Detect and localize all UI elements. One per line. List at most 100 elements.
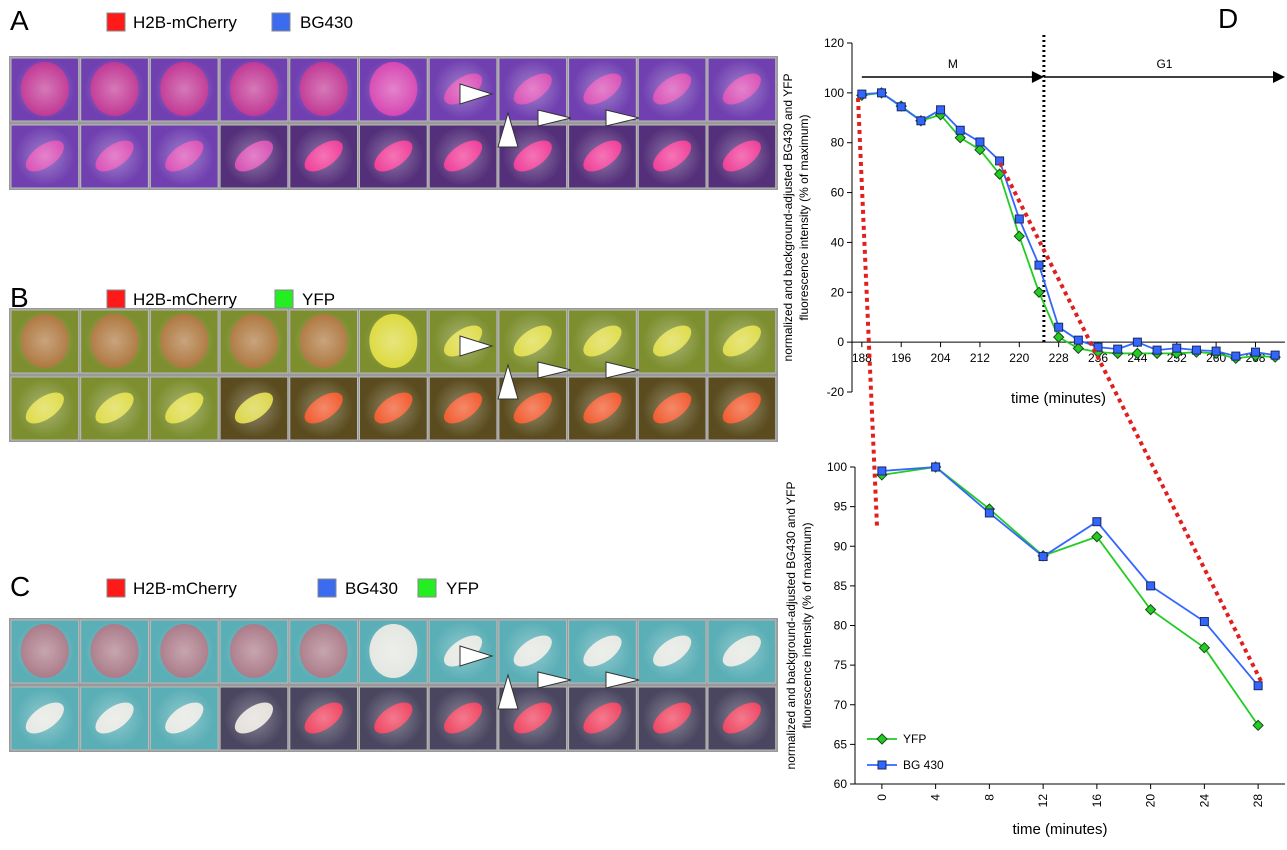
cell-glow	[15, 378, 75, 438]
cell-glow	[85, 59, 145, 119]
legend-label: YFP	[446, 579, 479, 598]
connector	[1000, 163, 1262, 683]
legend-swatch	[107, 13, 125, 31]
figure: D AH2B-mCherryBG430BH2B-mCherryYFPCH2B-m…	[0, 0, 1287, 845]
cell-glow	[433, 688, 493, 748]
cell-glow	[15, 311, 75, 371]
legend-label: H2B-mCherry	[133, 579, 237, 598]
y-tick-label: 85	[834, 579, 848, 593]
legend-swatch	[318, 579, 336, 597]
marker	[1212, 347, 1220, 355]
x-tick-label: 8	[982, 794, 996, 801]
cell-glow	[154, 621, 214, 681]
y-tick-label: 70	[834, 698, 848, 712]
cell-glow	[294, 126, 354, 186]
cell-glow	[154, 59, 214, 119]
x-axis-title: time (minutes)	[1012, 821, 1107, 838]
y-tick-label: 0	[837, 335, 844, 349]
marker	[878, 89, 886, 97]
marker	[1074, 336, 1082, 344]
marker	[1200, 618, 1208, 626]
cell-glow	[224, 688, 284, 748]
cell-glow	[642, 378, 702, 438]
x-tick-label: 28	[1251, 794, 1265, 808]
cell-glow	[85, 621, 145, 681]
cell-glow	[572, 688, 632, 748]
cell-glow	[363, 688, 423, 748]
x-tick-label: 4	[929, 794, 943, 801]
marker	[1073, 343, 1083, 353]
y-tick-label: -20	[827, 385, 845, 399]
marker	[1133, 338, 1141, 346]
marker	[1153, 346, 1161, 354]
legend-swatch	[275, 290, 293, 308]
marker	[878, 467, 886, 475]
series-line	[862, 93, 1275, 356]
connector	[858, 98, 877, 526]
marker	[897, 103, 905, 111]
y-tick-label: 100	[827, 460, 847, 474]
panel-label: D	[1218, 3, 1238, 34]
y-axis-title: fluorescence intensity (% of maximum)	[797, 114, 811, 320]
marker	[1232, 352, 1240, 360]
y-tick-label: 95	[834, 500, 848, 514]
cell-glow	[572, 378, 632, 438]
cell-glow	[712, 378, 772, 438]
marker	[1035, 261, 1043, 269]
cell-glow	[572, 59, 632, 119]
cell-glow	[642, 59, 702, 119]
x-tick-label: 228	[1049, 351, 1069, 365]
y-tick-label: 90	[834, 539, 848, 553]
cell-glow	[642, 311, 702, 371]
panel-label: C	[10, 571, 30, 602]
cell-glow	[642, 688, 702, 748]
marker	[917, 117, 925, 125]
x-axis-title: time (minutes)	[1011, 390, 1106, 407]
cell-glow	[363, 378, 423, 438]
cell-glow	[642, 126, 702, 186]
legend-swatch	[418, 579, 436, 597]
cell-glow	[224, 126, 284, 186]
series-line	[862, 93, 1275, 358]
cell-glow	[363, 59, 423, 119]
marker	[1054, 332, 1064, 342]
marker	[1014, 231, 1024, 241]
cell-glow	[224, 311, 284, 371]
cell-glow	[503, 311, 563, 371]
cell-glow	[572, 126, 632, 186]
y-tick-label: 60	[831, 186, 845, 200]
marker	[1192, 346, 1200, 354]
legend-label: BG430	[345, 579, 398, 598]
marker	[1271, 351, 1279, 359]
marker	[1015, 215, 1023, 223]
cell-glow	[572, 621, 632, 681]
cell-glow	[712, 688, 772, 748]
marker	[1114, 345, 1122, 353]
cell-glow	[294, 621, 354, 681]
marker	[985, 509, 993, 517]
series-line	[882, 467, 1258, 686]
marker	[932, 463, 940, 471]
marker	[937, 106, 945, 114]
legend-swatch	[272, 13, 290, 31]
x-tick-label: 204	[931, 351, 951, 365]
x-tick-label: 12	[1036, 794, 1050, 808]
x-tick-label: 24	[1197, 794, 1211, 808]
cell-glow	[224, 59, 284, 119]
x-tick-label: 220	[1009, 351, 1029, 365]
cell-glow	[15, 126, 75, 186]
x-tick-label: 0	[875, 794, 889, 801]
phase-label: M	[948, 57, 958, 71]
legend-label: YFP	[302, 290, 335, 309]
cell-glow	[154, 378, 214, 438]
legend-swatch	[107, 579, 125, 597]
marker	[956, 126, 964, 134]
marker	[877, 734, 887, 744]
cell-glow	[712, 311, 772, 371]
arrow-head	[1032, 71, 1044, 83]
marker	[1147, 582, 1155, 590]
marker	[1039, 553, 1047, 561]
cell-glow	[712, 126, 772, 186]
y-tick-label: 75	[834, 658, 848, 672]
cell-glow	[363, 311, 423, 371]
